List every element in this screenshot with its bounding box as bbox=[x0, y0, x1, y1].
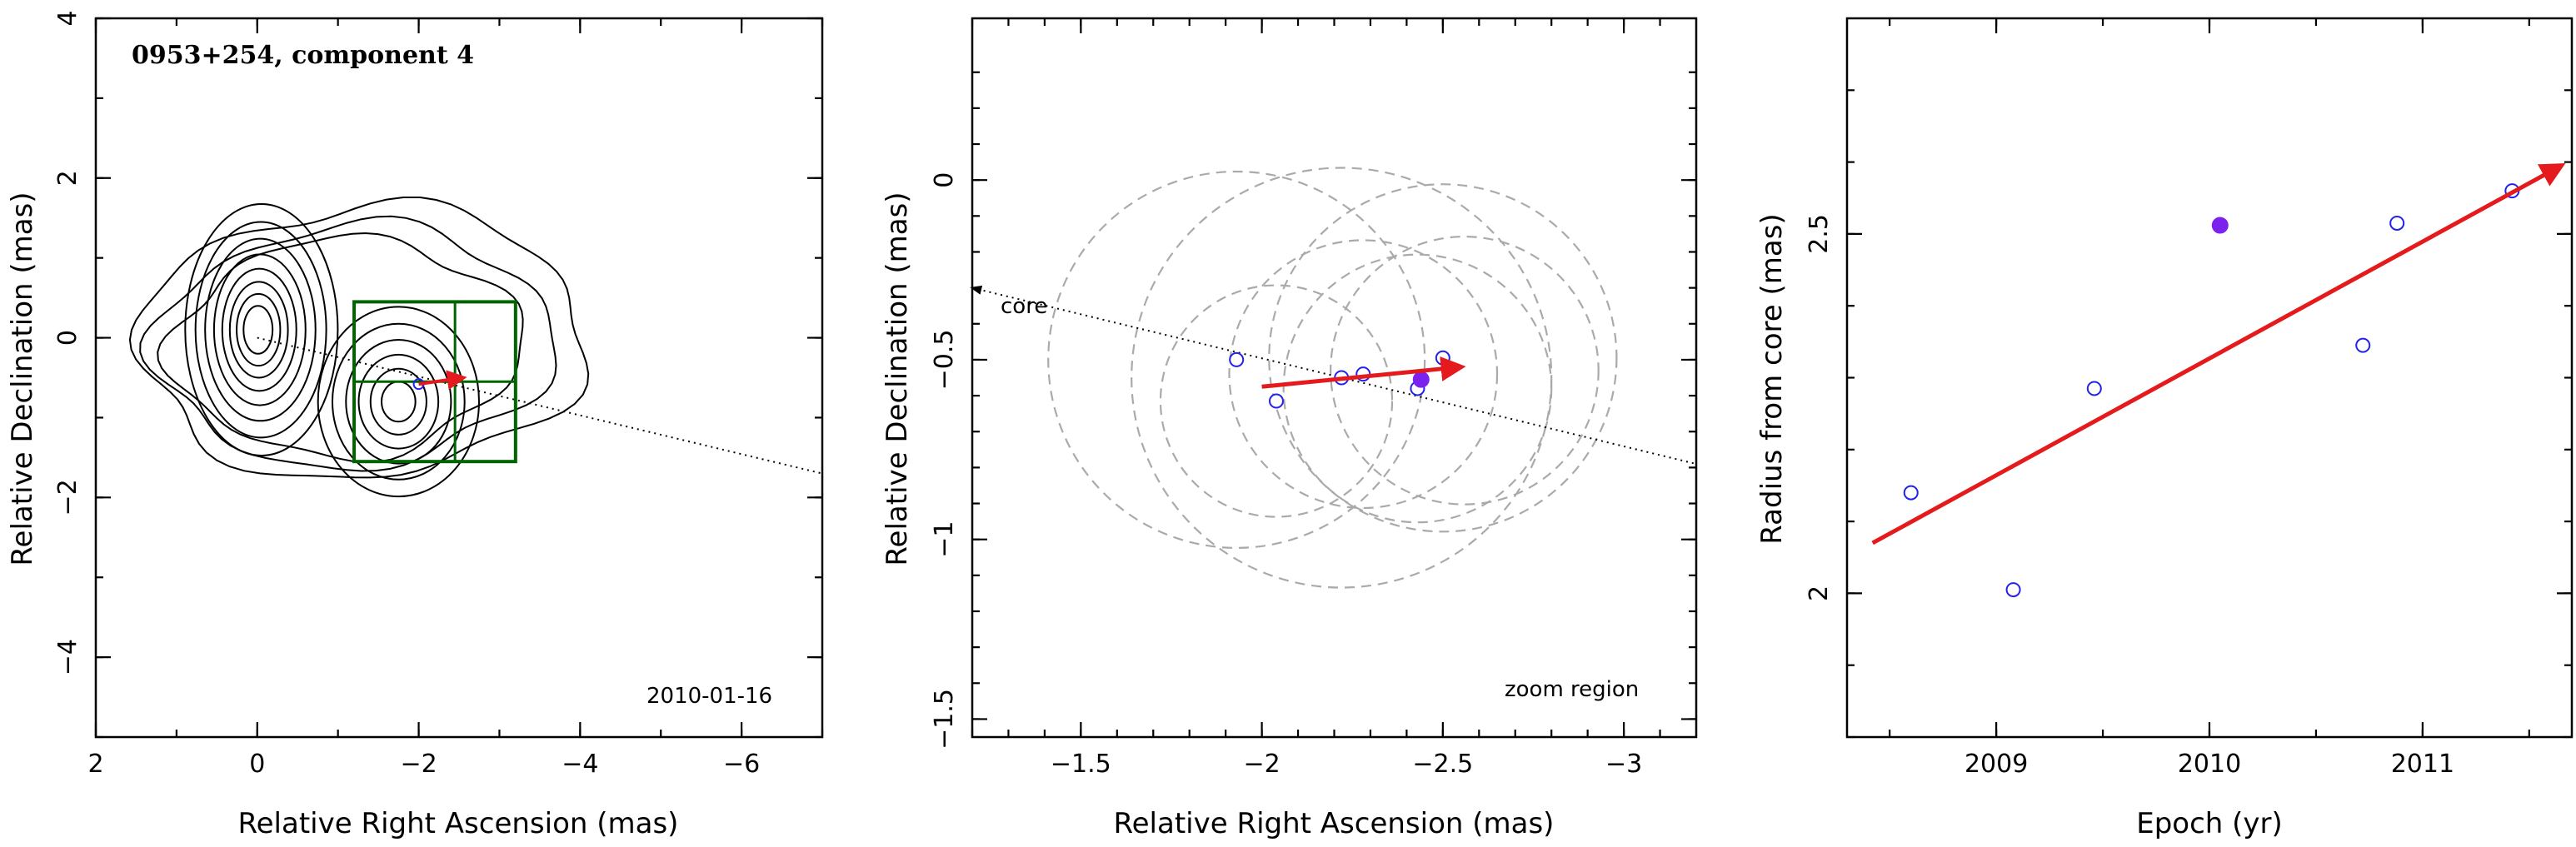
contour-component bbox=[369, 367, 427, 436]
contour-component bbox=[317, 306, 480, 498]
panel1-ytick-label: −4 bbox=[53, 639, 82, 675]
highlight-point bbox=[2211, 217, 2229, 234]
panel2-xlabel: Relative Right Ascension (mas) bbox=[1114, 807, 1555, 840]
panel1-ylabel: Relative Declination (mas) bbox=[6, 192, 39, 565]
panel3-ytick-label: 2 bbox=[1805, 585, 1834, 601]
data-point bbox=[1268, 393, 1284, 409]
contour-core bbox=[221, 267, 297, 392]
contour-core bbox=[242, 305, 274, 355]
panel2-xtick-label: −3 bbox=[1605, 750, 1642, 779]
panel1-ytick-label: −2 bbox=[53, 479, 82, 516]
panel1-ytick-label: 4 bbox=[53, 10, 82, 26]
data-point bbox=[1903, 485, 1919, 501]
panel3-xtick-label: 2009 bbox=[1964, 750, 2028, 779]
panel3-xlabel: Epoch (yr) bbox=[2136, 807, 2283, 840]
motion-arrow bbox=[1261, 356, 1466, 389]
error-circle bbox=[1268, 183, 1618, 533]
panel3-axes-frame bbox=[1845, 17, 2574, 739]
contour-core bbox=[184, 202, 339, 456]
error-circle bbox=[1282, 253, 1553, 524]
panel3-xtick-label: 2010 bbox=[2178, 750, 2241, 779]
panel1-xtick-label: −2 bbox=[400, 750, 437, 779]
panel3-xtick-label: 2011 bbox=[2391, 750, 2454, 779]
panel1-ytick-label: 2 bbox=[53, 170, 82, 186]
panel1-title: 0953+254, component 4 bbox=[132, 41, 474, 70]
panel1-axes-frame bbox=[94, 17, 824, 739]
error-circle bbox=[1159, 284, 1394, 518]
data-point bbox=[2355, 337, 2371, 353]
panel2-core-label: core bbox=[1001, 294, 1047, 319]
panel1-xtick-label: 0 bbox=[249, 750, 265, 779]
contour-component bbox=[357, 353, 440, 450]
contour-component bbox=[380, 381, 417, 423]
contour-core bbox=[228, 281, 289, 379]
panel-contour-map: 0953+254, component 4 2010-01-16 Relativ… bbox=[6, 10, 824, 840]
fit-arrow bbox=[1871, 163, 2566, 546]
error-circle bbox=[1131, 167, 1553, 589]
error-circle bbox=[1330, 236, 1600, 506]
contour-core bbox=[204, 237, 317, 422]
data-point bbox=[2005, 582, 2021, 598]
panel-zoom-region: zoom region core Relative Right Ascensio… bbox=[881, 17, 1698, 840]
panel2-xtick-label: −1.5 bbox=[1051, 750, 1111, 779]
data-point bbox=[1435, 350, 1450, 366]
panel2-ytick-label: 0 bbox=[930, 172, 959, 188]
core-direction-line bbox=[257, 336, 823, 475]
motion-arrow bbox=[418, 370, 467, 391]
panel2-xtick-label: −2 bbox=[1243, 750, 1280, 779]
panel2-zoom-annotation: zoom region bbox=[1505, 677, 1639, 702]
panel2-ytick-label: −1.5 bbox=[930, 689, 959, 750]
error-circle-group bbox=[1047, 167, 1618, 589]
panel1-ytick-label: 0 bbox=[53, 330, 82, 346]
data-point bbox=[2389, 215, 2405, 231]
contour-component bbox=[345, 338, 452, 465]
contour-group bbox=[128, 197, 590, 498]
panel-radius-vs-epoch: Epoch (yr) Radius from core (mas) 2009 20… bbox=[1755, 17, 2574, 840]
panel3-ytick-label: 2.5 bbox=[1805, 214, 1834, 254]
data-point bbox=[2086, 381, 2102, 396]
contour-core bbox=[236, 292, 282, 367]
contour-component bbox=[331, 322, 466, 481]
error-circle bbox=[1047, 170, 1426, 549]
panel1-xtick-label: −6 bbox=[723, 750, 760, 779]
contour-outer bbox=[139, 215, 557, 472]
highlight-point bbox=[1412, 371, 1430, 388]
panel3-ylabel: Radius from core (mas) bbox=[1755, 213, 1789, 544]
panel2-xtick-label: −2.5 bbox=[1412, 750, 1473, 779]
panel2-ytick-label: −0.5 bbox=[930, 329, 959, 390]
panel2-ytick-label: −1 bbox=[930, 521, 959, 558]
contour-outer bbox=[128, 197, 590, 479]
panel2-ylabel: Relative Declination (mas) bbox=[881, 192, 914, 565]
data-point bbox=[1229, 351, 1245, 367]
error-circle bbox=[1228, 239, 1499, 510]
panel1-xtick-label: 2 bbox=[87, 750, 103, 779]
contour-core bbox=[194, 221, 327, 439]
panel1-xlabel: Relative Right Ascension (mas) bbox=[238, 807, 679, 840]
contour-core bbox=[212, 253, 307, 406]
panel1-xtick-label: −4 bbox=[562, 750, 598, 779]
panel1-date-annotation: 2010-01-16 bbox=[646, 684, 772, 709]
